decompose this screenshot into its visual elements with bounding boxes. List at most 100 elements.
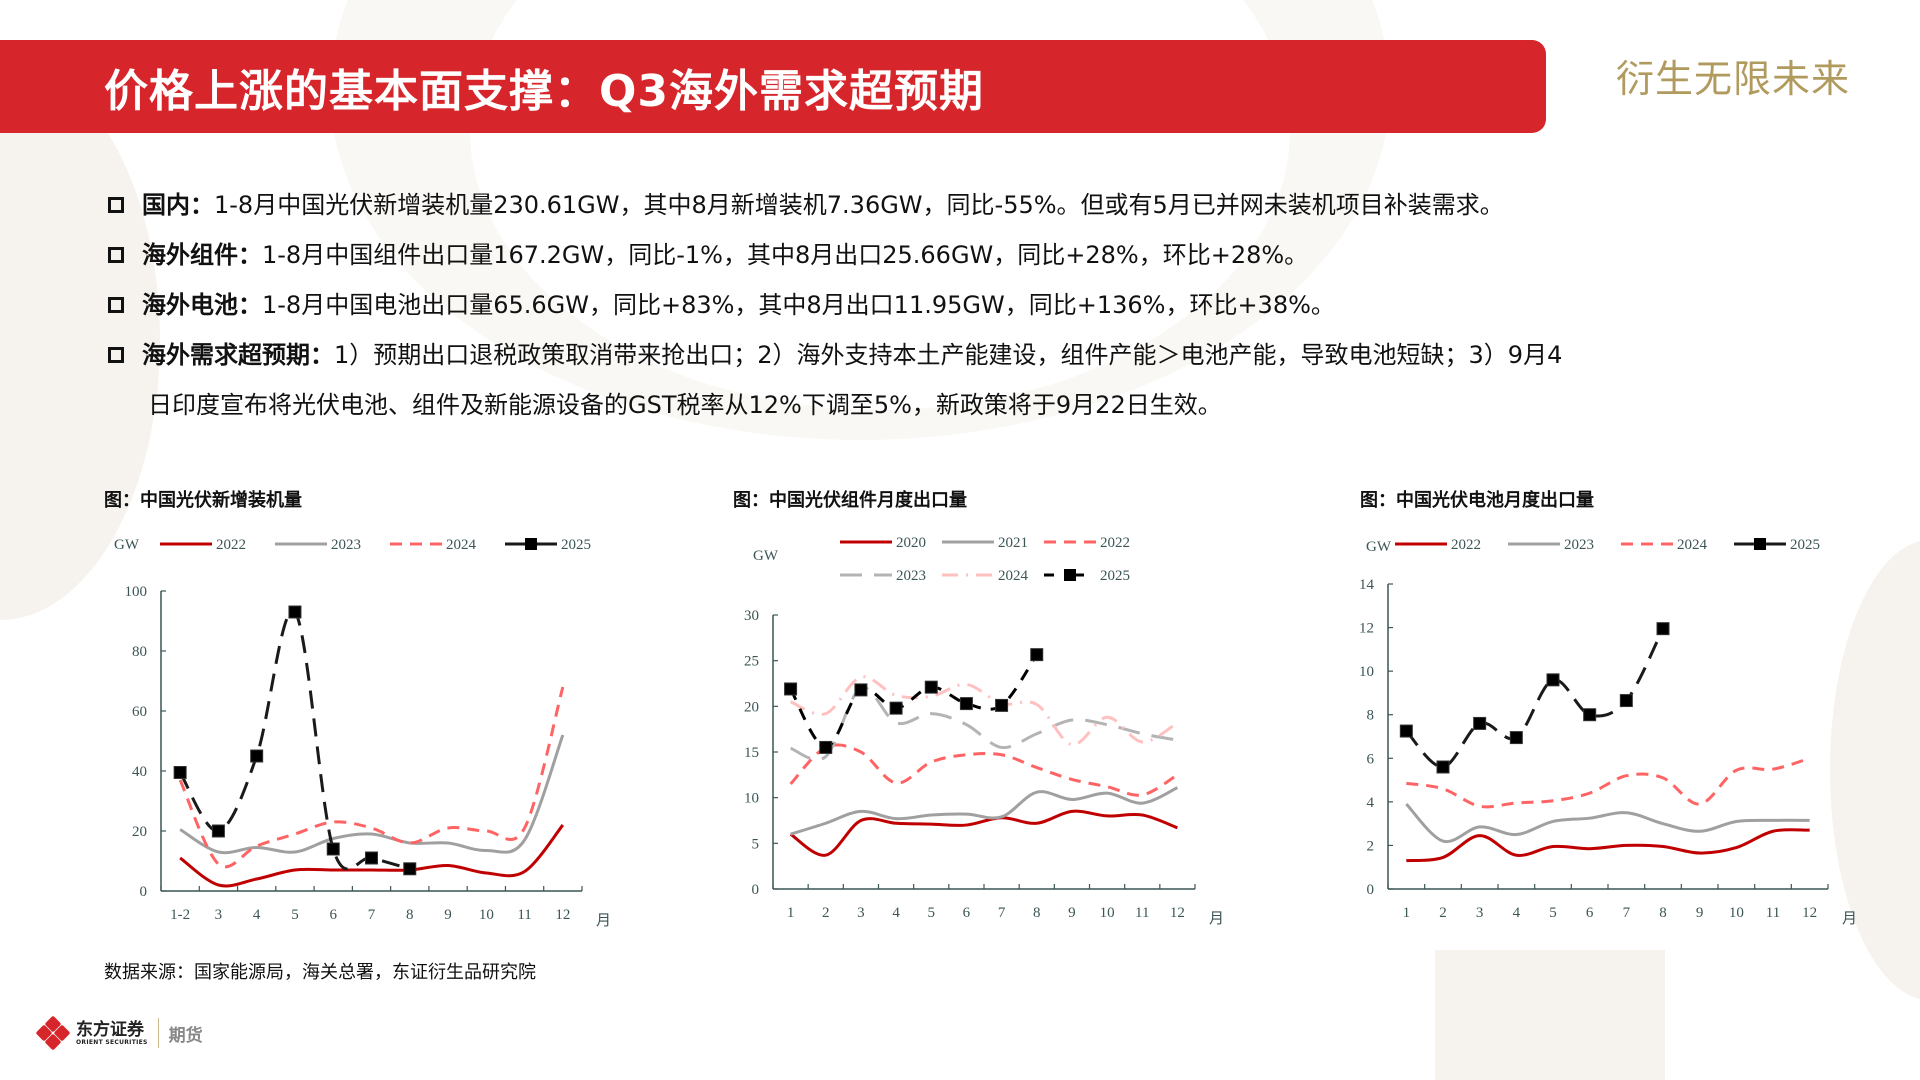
y-tick-label: 0 (140, 884, 148, 900)
x-tick-label: 4 (892, 905, 900, 921)
series-line-2023 (179, 734, 565, 855)
bullet-label: 海外需求超预期： (142, 341, 334, 369)
y-tick-label: 4 (1367, 795, 1375, 811)
series-line-2022 (1406, 828, 1810, 863)
bullet-item-domestic: 国内： 1-8月中国光伏新增装机量230.61GW，其中8月新增装机7.36GW… (106, 180, 1866, 230)
x-tick-label: 12 (1802, 905, 1817, 921)
logo-name-en: ORIENT SECURITIES (76, 1038, 148, 1046)
y-unit-label: GW (114, 537, 140, 553)
legend-label: 2023 (331, 537, 361, 553)
data-marker (1473, 716, 1487, 730)
x-tick-label: 4 (1513, 905, 1521, 921)
y-tick-label: 10 (744, 791, 759, 807)
legend-marker (1754, 538, 1766, 550)
y-tick-label: 60 (132, 704, 147, 720)
square-bullet-icon (108, 247, 124, 263)
data-marker (288, 605, 302, 619)
series-line-2023 (790, 686, 1178, 762)
x-unit-label: 月 (596, 913, 611, 929)
x-tick-label: 9 (1068, 905, 1076, 921)
legend-label: 2020 (896, 535, 926, 551)
y-tick-label: 0 (1367, 882, 1375, 898)
x-tick-label: 1 (1403, 905, 1411, 921)
x-tick-label: 9 (1696, 905, 1704, 921)
chart-title-installations: 图：中国光伏新增装机量 (104, 490, 302, 511)
orient-logo-icon (35, 1015, 71, 1051)
x-tick-label: 2 (1439, 905, 1447, 921)
series-line-2020 (789, 809, 1178, 857)
brand-tagline: 衍生无限未来 (1616, 57, 1851, 101)
bullet-text: 1-8月中国组件出口量167.2GW，同比-1%，其中8月出口25.66GW，同… (262, 241, 1309, 269)
y-tick-label: 8 (1367, 708, 1375, 724)
x-tick-label: 10 (479, 907, 494, 923)
title-bar: 价格上涨的基本面支撑：Q3海外需求超预期 (0, 40, 1546, 133)
y-tick-label: 0 (752, 882, 760, 898)
x-tick-label: 7 (998, 905, 1006, 921)
legend-label: 2022 (1100, 535, 1130, 551)
data-marker (211, 824, 225, 838)
x-tick-label: 5 (928, 905, 936, 921)
x-tick-label: 5 (291, 907, 299, 923)
square-bullet-icon (108, 347, 124, 363)
data-source-note: 数据来源：国家能源局，海关总署，东证衍生品研究院 (104, 962, 536, 983)
chart-installations: GW 0 20 40 60 80 100 1-2 3 4 5 6 7 8 9 10 11 12 月 2022 2023 2… (114, 537, 611, 929)
x-tick-label: 12 (555, 907, 570, 923)
data-marker (1583, 708, 1597, 722)
data-marker (854, 683, 868, 697)
data-marker (784, 682, 798, 696)
data-marker (1436, 760, 1450, 774)
data-marker (1619, 694, 1633, 708)
legend-label: 2024 (998, 568, 1029, 584)
bullet-item-overseas-modules: 海外组件： 1-8月中国组件出口量167.2GW，同比-1%，其中8月出口25.… (106, 230, 1866, 280)
legend-label: 2023 (896, 568, 926, 584)
y-tick-label: 15 (744, 745, 759, 761)
legend-label: 2022 (216, 537, 246, 553)
bullet-text: 1-8月中国光伏新增装机量230.61GW，其中8月新增装机7.36GW，同比-… (214, 191, 1504, 219)
x-tick-label: 8 (1033, 905, 1041, 921)
data-marker (326, 842, 340, 856)
x-tick-label: 11 (1135, 905, 1149, 921)
data-marker (1399, 724, 1413, 738)
bullet-list: 国内： 1-8月中国光伏新增装机量230.61GW，其中8月新增装机7.36GW… (106, 180, 1866, 430)
y-tick-label: 30 (744, 608, 759, 624)
bullet-label: 海外电池： (142, 291, 262, 319)
y-tick-label: 10 (1359, 664, 1374, 680)
page-title: 价格上涨的基本面支撑：Q3海外需求超预期 (104, 65, 985, 117)
x-tick-label: 6 (963, 905, 971, 921)
logo-divider (157, 1018, 159, 1048)
x-unit-label: 月 (1209, 911, 1224, 927)
data-marker (819, 740, 833, 754)
legend-marker (1064, 569, 1076, 581)
series-line-2022 (789, 743, 1179, 797)
data-marker (1509, 731, 1523, 745)
bullet-text: 1）预期出口退税政策取消带来抢出口；2）海外支持本土产能建设，组件产能＞电池产能… (334, 341, 1563, 369)
x-tick-label: 4 (253, 907, 261, 923)
x-tick-label: 11 (1766, 905, 1780, 921)
data-marker (1030, 648, 1044, 662)
series-line-2024 (1406, 756, 1811, 809)
data-marker (1656, 622, 1670, 636)
data-marker (173, 766, 187, 779)
data-marker (250, 749, 264, 763)
legend-label: 2025 (561, 537, 591, 553)
chart-title-module-exports: 图：中国光伏组件月度出口量 (733, 490, 967, 511)
data-marker (959, 697, 973, 711)
y-tick-label: 25 (744, 654, 759, 670)
y-tick-label: 20 (744, 699, 759, 715)
data-marker (1546, 673, 1560, 687)
x-tick-label: 5 (1549, 905, 1557, 921)
bullet-item-overseas-cells: 海外电池： 1-8月中国电池出口量65.6GW，同比+83%，其中8月出口11.… (106, 280, 1866, 330)
x-tick-label: 1-2 (170, 907, 190, 923)
x-tick-label: 1 (787, 905, 795, 921)
series-line-2022 (179, 824, 565, 888)
x-tick-label: 8 (406, 907, 414, 923)
x-tick-label: 7 (1623, 905, 1631, 921)
y-tick-label: 6 (1367, 751, 1375, 767)
y-tick-label: 20 (132, 824, 147, 840)
x-tick-label: 3 (215, 907, 223, 923)
legend-label: 2024 (446, 537, 477, 553)
logo-name-cn: 东方证券 (76, 1019, 144, 1040)
data-marker (995, 698, 1009, 712)
bullet-label: 国内： (142, 191, 214, 219)
